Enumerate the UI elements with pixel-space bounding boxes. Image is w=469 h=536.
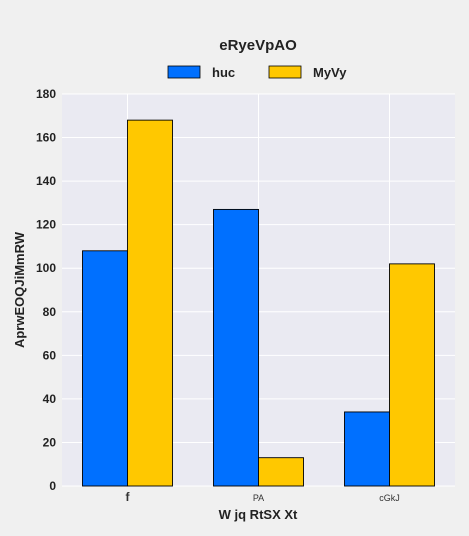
y-tick-label: 80 xyxy=(43,305,57,319)
legend-swatch-huc xyxy=(167,65,201,79)
legend-label-huc: huc xyxy=(212,65,235,80)
chart-title: eRyeVpAO xyxy=(219,37,297,54)
x-tick-label: cGkJ xyxy=(379,493,400,503)
y-tick-label: 160 xyxy=(36,131,56,145)
y-tick-label: 100 xyxy=(36,261,56,275)
legend-swatch-myvy xyxy=(268,65,302,79)
y-tick-label: 180 xyxy=(36,87,56,101)
bar-myvy-pa xyxy=(258,457,304,487)
legend-label-myvy: MyVy xyxy=(313,65,347,80)
bars xyxy=(82,119,435,487)
bar-myvy-f xyxy=(127,119,173,487)
y-axis-label: AprwEOQJiMmRW xyxy=(12,231,27,348)
y-tick-label: 120 xyxy=(36,218,56,232)
y-tick-label: 20 xyxy=(43,435,57,449)
bar-huc-f xyxy=(82,250,128,487)
bar-myvy-cgkj xyxy=(389,263,435,487)
x-tick-label: PA xyxy=(253,493,264,503)
bar-huc-pa xyxy=(213,208,259,487)
y-tick-label: 40 xyxy=(43,392,57,406)
y-axis-ticks: 0 20 40 60 80 100 120 140 160 180 xyxy=(36,87,56,493)
legend: huc MyVy xyxy=(167,65,347,80)
bar-huc-cgkj xyxy=(344,411,390,487)
y-tick-label: 140 xyxy=(36,174,56,188)
y-tick-label: 60 xyxy=(43,348,57,362)
x-axis-ticks: f PA cGkJ xyxy=(126,490,400,504)
y-tick-label: 0 xyxy=(49,479,56,493)
x-axis-label: W jq RtSX Xt xyxy=(219,507,298,522)
x-tick-label: f xyxy=(126,490,131,504)
